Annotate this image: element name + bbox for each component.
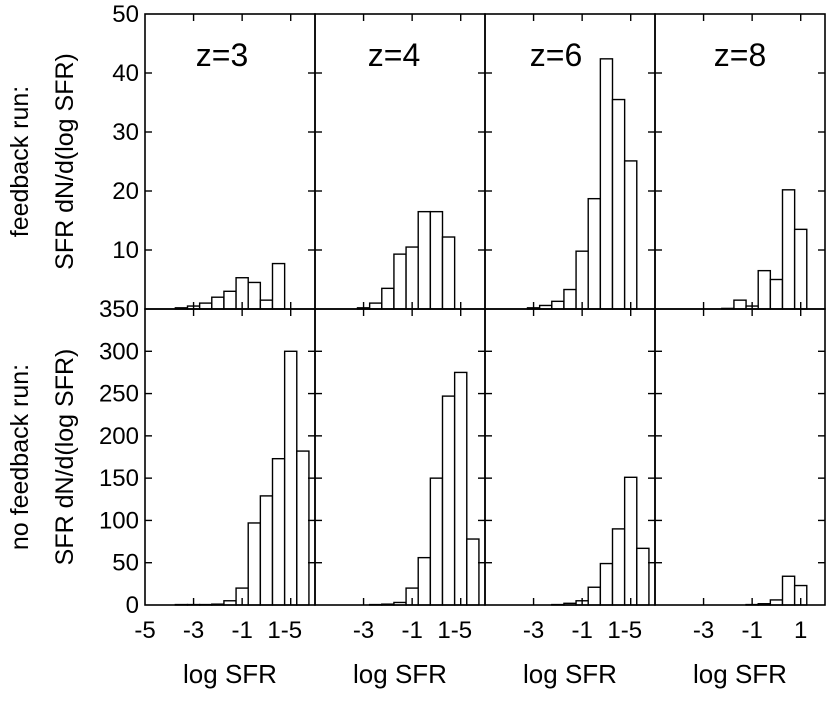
histogram-bar-feedback-z=6-8: [625, 161, 637, 309]
histogram-bar-feedback-z=3-4: [224, 291, 236, 309]
y-tick-label-feedback: 20: [112, 178, 139, 205]
y-tick-label-no-feedback: 0: [126, 592, 139, 619]
histogram-bar-no-feedback-z=3-7: [260, 496, 272, 605]
y-tick-label-no-feedback: 350: [99, 296, 139, 323]
x-tick-label: -1: [231, 617, 252, 644]
histogram-bar-feedback-z=3-2: [200, 303, 212, 309]
y-tick-label-no-feedback: 200: [99, 423, 139, 450]
y-tick-label-feedback: 10: [112, 237, 139, 264]
y-axis-title-line1-feedback: feedback run:: [6, 86, 34, 238]
x-tick-label: -1: [571, 617, 592, 644]
x-tick-label: 1: [794, 617, 807, 644]
histogram-bar-no-feedback-z=3-9: [285, 351, 297, 605]
histogram-bar-feedback-z=8-5: [783, 190, 795, 309]
x-tick-label: -5: [134, 617, 155, 644]
histogram-bar-feedback-z=8-6: [795, 229, 807, 309]
panel-frame-no-feedback-z=8: [655, 309, 825, 605]
histogram-bar-no-feedback-z=6-7: [637, 548, 649, 605]
y-tick-label-feedback: 50: [112, 1, 139, 28]
histogram-bar-no-feedback-z=4-7: [455, 372, 467, 605]
panel-label-z=6: z=6: [530, 37, 582, 73]
histogram-bar-feedback-z=3-3: [212, 297, 224, 309]
histogram-bar-feedback-z=8-4: [770, 280, 782, 310]
x-tick-label: 1-5: [437, 617, 472, 644]
x-tick-label: -3: [183, 617, 204, 644]
histogram-bar-feedback-z=6-4: [576, 251, 588, 309]
histogram-bar-no-feedback-z=6-5: [613, 529, 625, 605]
y-axis-title-line2-feedback: SFR dN/d(log SFR): [51, 53, 79, 270]
x-tick-label: -3: [523, 617, 544, 644]
y-tick-label-no-feedback: 300: [99, 338, 139, 365]
y-tick-label-feedback: 40: [112, 60, 139, 87]
y-tick-label-no-feedback: 100: [99, 507, 139, 534]
histogram-bar-feedback-z=6-5: [588, 199, 600, 309]
x-axis-title: log SFR: [693, 659, 787, 689]
histogram-bar-feedback-z=4-7: [443, 237, 455, 309]
histogram-bar-feedback-z=6-3: [564, 290, 576, 309]
x-tick-label: 1-5: [607, 617, 642, 644]
histogram-bar-no-feedback-z=6-3: [588, 587, 600, 605]
x-tick-label: -1: [741, 617, 762, 644]
y-tick-label-no-feedback: 250: [99, 381, 139, 408]
y-tick-label-no-feedback: 50: [112, 550, 139, 577]
histogram-bar-feedback-z=6-2: [552, 301, 564, 309]
panel-label-z=3: z=3: [196, 37, 248, 73]
x-tick-label: -3: [693, 617, 714, 644]
histogram-bar-feedback-z=3-6: [248, 282, 260, 309]
histogram-bar-no-feedback-z=6-4: [600, 564, 612, 605]
histogram-bar-feedback-z=3-8: [273, 264, 285, 309]
histogram-bar-feedback-z=8-1: [734, 300, 746, 309]
histogram-bar-feedback-z=4-6: [430, 212, 442, 309]
histogram-bar-no-feedback-z=4-4: [418, 558, 430, 605]
histogram-bar-no-feedback-z=3-6: [248, 523, 260, 605]
histogram-bar-no-feedback-z=3-8: [273, 459, 285, 605]
x-axis-title: log SFR: [183, 659, 277, 689]
panel-label-z=8: z=8: [714, 37, 766, 73]
histogram-bar-no-feedback-z=6-6: [625, 477, 637, 605]
histogram-bar-no-feedback-z=8-3: [783, 576, 795, 605]
histogram-bar-feedback-z=4-1: [370, 303, 382, 309]
y-tick-label-no-feedback: 150: [99, 465, 139, 492]
y-tick-label-feedback: 30: [112, 119, 139, 146]
panel-label-z=4: z=4: [368, 37, 420, 73]
histogram-bar-feedback-z=3-7: [260, 300, 272, 309]
histogram-bar-feedback-z=6-6: [600, 59, 612, 309]
y-axis-title-line2-no-feedback: SFR dN/d(log SFR): [51, 349, 79, 566]
histogram-bar-feedback-z=8-3: [758, 271, 770, 309]
x-tick-label: -1: [401, 617, 422, 644]
histogram-bar-no-feedback-z=4-5: [430, 478, 442, 605]
histogram-bar-feedback-z=4-5: [418, 212, 430, 309]
histogram-bar-feedback-z=4-2: [382, 288, 394, 309]
histogram-bar-no-feedback-z=4-6: [443, 396, 455, 605]
histogram-bar-no-feedback-z=3-10: [297, 451, 309, 605]
histogram-bar-feedback-z=6-7: [613, 100, 625, 309]
histogram-bar-feedback-z=4-4: [406, 247, 418, 309]
histogram-bar-feedback-z=4-3: [394, 254, 406, 309]
x-tick-label: -3: [353, 617, 374, 644]
x-tick-label: 1-5: [267, 617, 302, 644]
histogram-bar-no-feedback-z=4-8: [467, 539, 479, 605]
x-axis-title: log SFR: [523, 659, 617, 689]
x-axis-title: log SFR: [353, 659, 447, 689]
y-axis-title-line1-no-feedback: no feedback run:: [6, 364, 34, 550]
